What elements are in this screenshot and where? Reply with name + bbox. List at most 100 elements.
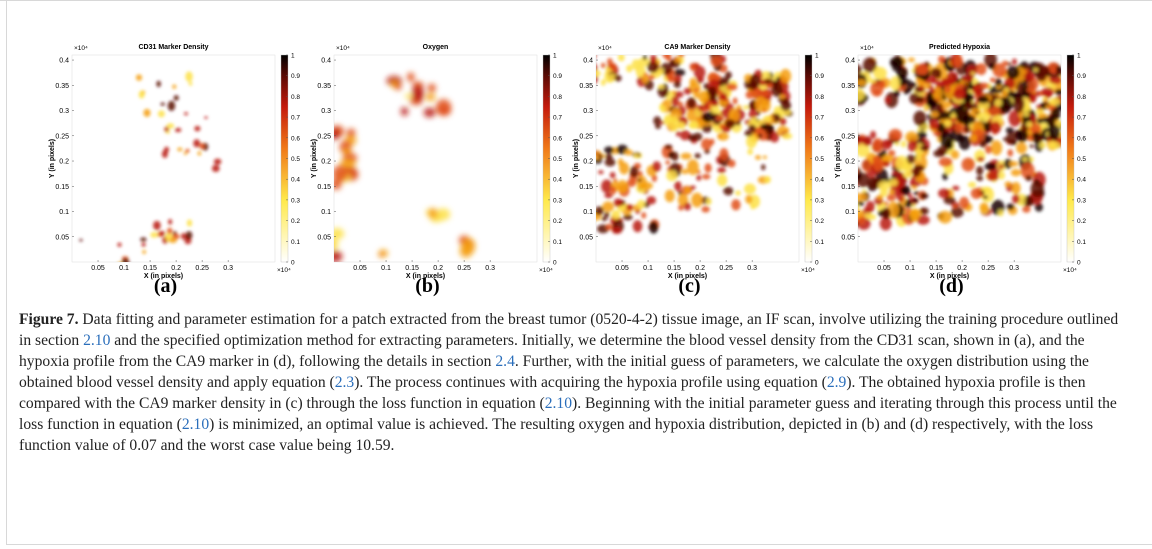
heatmap-blob xyxy=(673,69,686,77)
heatmap-blob xyxy=(1002,60,1009,66)
heatmap-blob xyxy=(638,57,650,67)
heatmap-blob xyxy=(667,116,680,132)
heatmap-blob xyxy=(702,108,707,113)
heatmap-blob xyxy=(940,100,952,109)
heatmap-blob xyxy=(979,202,989,212)
heatmap-blob xyxy=(943,120,952,128)
heatmap-blob xyxy=(858,169,859,174)
heatmap-blob xyxy=(748,109,758,119)
colorbar-tick-label: 0.7 xyxy=(815,115,824,122)
x-tick-label: 0.05 xyxy=(877,265,891,272)
section-reference[interactable]: 2.10 xyxy=(181,416,210,433)
x-tick-label: 0.1 xyxy=(381,265,391,272)
heatmap-blob xyxy=(577,66,583,73)
heatmap-blob xyxy=(938,210,952,224)
panel-label: (b) xyxy=(415,275,439,297)
heatmap-blob xyxy=(334,228,345,240)
heatmap-blob xyxy=(727,159,736,168)
caption-text: ). Beginning with the initial parameter … xyxy=(19,395,1117,433)
heatmap-blob xyxy=(870,130,877,140)
plot-area xyxy=(71,54,276,263)
heatmap-blob xyxy=(756,110,761,116)
colorbar-tick-label: 0.1 xyxy=(553,239,562,246)
y-axis-label: Y (in pixels) xyxy=(573,139,580,178)
heatmap-blob xyxy=(748,124,756,131)
heatmap-blob xyxy=(684,186,691,194)
caption-text: ) is minimized, an optimal value is achi… xyxy=(19,416,1094,454)
heatmap-blob xyxy=(750,117,758,126)
heatmap-blob xyxy=(745,194,753,204)
heatmap-blob xyxy=(696,174,702,181)
heatmap-blob xyxy=(940,77,954,87)
section-reference[interactable]: 2.9 xyxy=(826,374,847,391)
heatmap-blob xyxy=(79,238,83,242)
y-axis-label: Y (in pixels) xyxy=(835,139,842,178)
heatmap-blob xyxy=(930,111,939,118)
x-axis-label: X (in pixels) xyxy=(930,273,969,280)
heatmap-blob xyxy=(909,85,914,90)
heatmap-blob xyxy=(602,201,615,213)
heatmap-blob xyxy=(655,124,661,130)
heatmap-blob xyxy=(188,81,193,86)
heatmap-blob xyxy=(686,97,696,109)
heatmap-blob xyxy=(180,233,187,240)
heatmap-blob xyxy=(858,172,870,188)
heatmap-blob xyxy=(681,169,689,175)
x-tick-label: 0.2 xyxy=(171,265,181,272)
section-reference[interactable]: 2.10 xyxy=(83,332,111,349)
heatmap-blob xyxy=(1038,136,1043,143)
heatmap-blob xyxy=(1005,127,1014,134)
heatmap-blob xyxy=(877,180,891,191)
heatmap-blob xyxy=(642,55,647,61)
panel-title: CA9 Marker Density xyxy=(664,44,730,51)
section-reference[interactable]: 2.3 xyxy=(334,374,355,391)
caption-text: and the specified optimization method fo… xyxy=(19,332,1085,370)
section-reference[interactable]: 2.4 xyxy=(495,353,515,370)
y-tick-label: 0.05 xyxy=(55,234,69,241)
x-tick-label: 0.1 xyxy=(905,265,915,272)
heatmap-blob xyxy=(576,70,583,78)
heatmap-blob xyxy=(999,164,1004,170)
heatmap-blob xyxy=(937,109,942,114)
heatmap-blob xyxy=(1006,65,1020,80)
y-tick-label: 0.35 xyxy=(841,83,855,90)
heatmap-blob xyxy=(649,221,659,234)
heatmap-blob xyxy=(185,231,193,240)
heatmap-blob xyxy=(749,74,761,89)
heatmap-blob xyxy=(900,140,907,148)
heatmap-blob xyxy=(984,145,992,154)
section-reference[interactable]: 2.10 xyxy=(544,395,573,412)
heatmap-blob xyxy=(987,171,999,182)
heatmap-blob xyxy=(701,138,712,151)
heatmap-blob xyxy=(679,130,691,141)
heatmap-blob xyxy=(837,63,842,66)
heatmap-blob xyxy=(745,90,755,99)
heatmap-blob xyxy=(919,207,929,215)
heatmap-blob xyxy=(858,88,865,102)
heatmap-blob xyxy=(613,198,623,207)
heatmap-blob xyxy=(168,219,173,225)
heatmap-blob xyxy=(194,125,201,132)
heatmap-blob xyxy=(631,59,641,71)
heatmap-blob xyxy=(679,121,686,130)
heatmap-blob xyxy=(763,78,772,85)
colorbar-tick-label: 1 xyxy=(815,53,819,60)
heatmap-blob xyxy=(861,159,872,172)
panel: Oxygen ×10⁴ ×10⁴ X (in pixels) Y (in pixels)… xyxy=(311,44,562,297)
heatmap-blob xyxy=(988,62,995,70)
heatmap-blob xyxy=(1020,162,1035,179)
heatmap-blob xyxy=(604,158,616,167)
heatmap-blob xyxy=(581,74,590,80)
heatmap-blob xyxy=(970,71,976,76)
heatmap-blob xyxy=(782,132,793,140)
heatmap-blob xyxy=(708,86,717,97)
heatmap-blob xyxy=(942,172,948,181)
heatmap-blob xyxy=(1001,89,1008,98)
heatmap-blob xyxy=(601,216,608,222)
x-tick-label: 0.05 xyxy=(353,265,367,272)
x-tick-label: 0.25 xyxy=(457,265,471,272)
heatmap-blob xyxy=(142,249,146,254)
heatmap-blob xyxy=(772,76,777,81)
x-tick-label: 0.05 xyxy=(91,265,105,272)
